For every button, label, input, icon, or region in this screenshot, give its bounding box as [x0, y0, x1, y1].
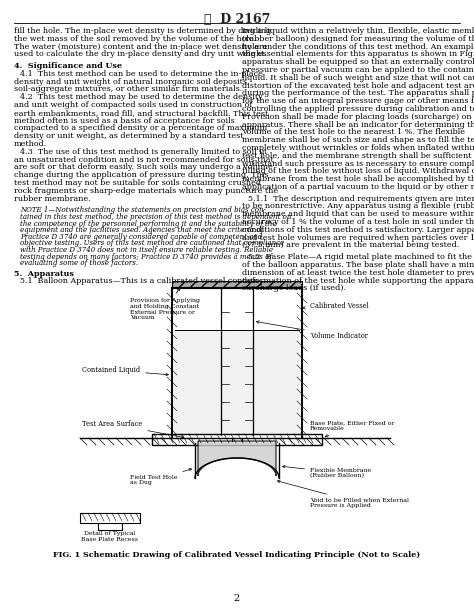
Text: Void to be Filled when External
Pressure is Applied: Void to be Filled when External Pressure… — [277, 481, 409, 508]
Text: 5.2  Base Plate—A rigid metal plate machined to fit the base: 5.2 Base Plate—A rigid metal plate machi… — [248, 253, 474, 261]
Text: and test hole volumes are required when particles over 1 1/2 in.: and test hole volumes are required when … — [242, 234, 474, 242]
Text: 5.  Apparatus: 5. Apparatus — [14, 270, 74, 278]
Text: fill the hole. The in-place wet density is determined by dividing: fill the hole. The in-place wet density … — [14, 27, 271, 35]
Text: the competence of the personnel performing it and the suitability of the: the competence of the personnel performi… — [20, 219, 276, 227]
Text: compacted to a specified density or a percentage of maximum: compacted to a specified density or a pe… — [14, 124, 267, 132]
Text: Contained Liquid: Contained Liquid — [82, 366, 168, 376]
Text: hole under the conditions of this test method. An example of: hole under the conditions of this test m… — [242, 42, 474, 51]
Text: deformation of the test hole while supporting the apparatus and: deformation of the test hole while suppo… — [242, 276, 474, 284]
Text: liquid. It shall be of such weight and size that will not cause: liquid. It shall be of such weight and s… — [242, 74, 474, 82]
Text: testing depends on many factors; Practice D 3740 provides a means of: testing depends on many factors; Practic… — [20, 253, 272, 261]
Text: FIG. 1 Schematic Drawing of Calibrated Vessel Indicating Principle (Not to Scale: FIG. 1 Schematic Drawing of Calibrated V… — [54, 551, 420, 559]
Text: density or unit weight, as determined by a standard test: density or unit weight, as determined by… — [14, 132, 244, 140]
Text: Provision for Applying
and Holding Constant
External Pressure or
Vacuum: Provision for Applying and Holding Const… — [130, 288, 200, 321]
Text: test method may not be suitable for soils containing crushed: test method may not be suitable for soil… — [14, 179, 261, 187]
Text: Detail of Typical: Detail of Typical — [84, 531, 136, 536]
Text: 4.  Significance and Use: 4. Significance and Use — [14, 62, 122, 70]
Text: controlling the applied pressure during calibration and testing.: controlling the applied pressure during … — [242, 105, 474, 113]
Text: membrane shall be of such size and shape as to fill the test hole: membrane shall be of such size and shape… — [242, 136, 474, 144]
Bar — [174, 330, 300, 437]
Text: method.: method. — [14, 140, 47, 148]
Text: of the balloon apparatus. The base plate shall have a minimum: of the balloon apparatus. The base plate… — [242, 261, 474, 269]
Text: the essential elements for this apparatus is shown in Fig. 1. The: the essential elements for this apparatu… — [242, 50, 474, 58]
Text: (rubber balloon) designed for measuring the volume of the test: (rubber balloon) designed for measuring … — [242, 35, 474, 43]
Bar — [152, 434, 322, 445]
Text: Ⓜ  D 2167: Ⓜ D 2167 — [204, 13, 270, 26]
Text: apparatus. There shall be an indicator for determining the: apparatus. There shall be an indicator f… — [242, 121, 474, 129]
Text: test hole, and the membrane strength shall be sufficient to: test hole, and the membrane strength sha… — [242, 152, 474, 160]
Text: Test Area Surface: Test Area Surface — [82, 420, 183, 438]
Text: density and unit weight of natural inorganic soil deposits,: density and unit weight of natural inorg… — [14, 78, 249, 86]
Text: membrane and liquid that can be used to measure within an: membrane and liquid that can be used to … — [242, 210, 474, 218]
Text: Base Plate Recess: Base Plate Recess — [82, 537, 138, 542]
Bar — [172, 281, 302, 288]
Text: to be nonrestrictive. Any apparatus using a flexible (rubber): to be nonrestrictive. Any apparatus usin… — [242, 202, 474, 210]
Text: ing a liquid within a relatively thin, flexible, elastic membrane: ing a liquid within a relatively thin, f… — [242, 27, 474, 35]
Text: soil-aggregate mixtures, or other similar firm materials.: soil-aggregate mixtures, or other simila… — [14, 85, 242, 94]
Text: equipment and the facilities used. Agencies that meet the criteria of: equipment and the facilities used. Agenc… — [20, 226, 263, 234]
Text: used to calculate the dry in-place density and dry unit weight.: used to calculate the dry in-place densi… — [14, 50, 267, 58]
Text: The water (moisture) content and the in-place wet density are: The water (moisture) content and the in-… — [14, 42, 267, 51]
Text: 2: 2 — [234, 594, 240, 603]
Text: pressure or partial vacuum can be applied to the contained: pressure or partial vacuum can be applie… — [242, 66, 474, 74]
Text: are soft or that deform easily. Such soils may undergo a volume: are soft or that deform easily. Such soi… — [14, 164, 273, 172]
Text: evaluating some of those factors.: evaluating some of those factors. — [20, 259, 138, 267]
Bar — [80, 513, 140, 523]
Text: completely without wrinkles or folds when inflated within the: completely without wrinkles or folds whe… — [242, 144, 474, 152]
Text: tained in this test method, the precision of this test method is dependent on: tained in this test method, the precisio… — [20, 213, 292, 221]
Text: NOTE 1—Notwithstanding the statements on precision and bias con-: NOTE 1—Notwithstanding the statements on… — [20, 207, 266, 215]
Text: the wet mass of the soil removed by the volume of the hole.: the wet mass of the soil removed by the … — [14, 35, 256, 43]
Text: withstand such pressure as is necessary to ensure complete: withstand such pressure as is necessary … — [242, 159, 474, 167]
Text: 4.2  This test method may be used to determine the density: 4.2 This test method may be used to dete… — [20, 93, 263, 101]
Text: during the performance of the test. The apparatus shall provide: during the performance of the test. The … — [242, 89, 474, 97]
Text: earth embankments, road fill, and structural backfill. This test: earth embankments, road fill, and struct… — [14, 109, 268, 117]
Text: 4.3  The use of this test method is generally limited to soil in: 4.3 The use of this test method is gener… — [20, 148, 267, 156]
Text: objective testing. Users of this test method are cautioned that compliance: objective testing. Users of this test me… — [20, 240, 284, 248]
Text: filling of the test hole without loss of liquid. Withdrawal of the: filling of the test hole without loss of… — [242, 167, 474, 175]
Text: with Practice D 3740 does not in itself ensure reliable testing. Reliable: with Practice D 3740 does not in itself … — [20, 246, 273, 254]
Text: apparatus shall be equipped so that an externally controlled: apparatus shall be equipped so that an e… — [242, 58, 474, 66]
Text: Flexible Membrane
(Rubber Balloon): Flexible Membrane (Rubber Balloon) — [283, 465, 371, 479]
Text: dimension of at least twice the test hole diameter to prevent: dimension of at least twice the test hol… — [242, 268, 474, 277]
Text: application of a partial vacuum to the liquid or by other means.: application of a partial vacuum to the l… — [242, 183, 474, 191]
Text: 4.1  This test method can be used to determine the in-place: 4.1 This test method can be used to dete… — [20, 70, 263, 78]
Text: an unsaturated condition and is not recommended for soils that: an unsaturated condition and is not reco… — [14, 156, 274, 164]
Text: Base Plate, Either Fixed or
Removable: Base Plate, Either Fixed or Removable — [310, 421, 394, 437]
Text: and unit weight of compacted soils used in construction of: and unit weight of compacted soils used … — [14, 101, 252, 109]
Text: accuracy of 1 % the volume of a test hole in soil under the: accuracy of 1 % the volume of a test hol… — [242, 218, 474, 226]
Text: distortion of the excavated test hole and adjacent test area: distortion of the excavated test hole an… — [242, 82, 474, 89]
Text: Volume Indicator: Volume Indicator — [256, 321, 368, 340]
Text: 5.1  Balloon Apparatus—This is a calibrated vessel contain-: 5.1 Balloon Apparatus—This is a calibrat… — [20, 278, 261, 286]
Text: rock fragments or sharp-edge materials which may puncture the: rock fragments or sharp-edge materials w… — [14, 187, 278, 195]
Text: for the use of an integral pressure gage or other means for: for the use of an integral pressure gage… — [242, 97, 474, 105]
Text: Provision shall be made for placing loads (surcharge) on the: Provision shall be made for placing load… — [242, 113, 474, 121]
Text: conditions of this test method is satisfactory. Larger apparatus: conditions of this test method is satisf… — [242, 226, 474, 234]
Text: (37.5 mm) are prevalent in the material being tested.: (37.5 mm) are prevalent in the material … — [242, 242, 459, 249]
Polygon shape — [198, 441, 276, 476]
Text: 5.1.1  The description and requirements given are intended: 5.1.1 The description and requirements g… — [248, 195, 474, 203]
Text: method often is used as a basis of acceptance for soils: method often is used as a basis of accep… — [14, 116, 235, 124]
Text: surcharge loads (if used).: surcharge loads (if used). — [242, 284, 346, 292]
Text: Calibrated Vessel: Calibrated Vessel — [303, 302, 369, 310]
Text: volume of the test hole to the nearest 1 %. The flexible: volume of the test hole to the nearest 1… — [242, 128, 465, 137]
Text: rubber membrane.: rubber membrane. — [14, 195, 91, 203]
Text: Field Test Hole
as Dug: Field Test Hole as Dug — [130, 468, 191, 485]
Text: membrane from the test hole shall be accomplished by the: membrane from the test hole shall be acc… — [242, 175, 474, 183]
Text: Practice D 3740 are generally considered capable of competent and: Practice D 3740 are generally considered… — [20, 233, 263, 241]
Text: change during the application of pressure during testing. This: change during the application of pressur… — [14, 171, 268, 179]
